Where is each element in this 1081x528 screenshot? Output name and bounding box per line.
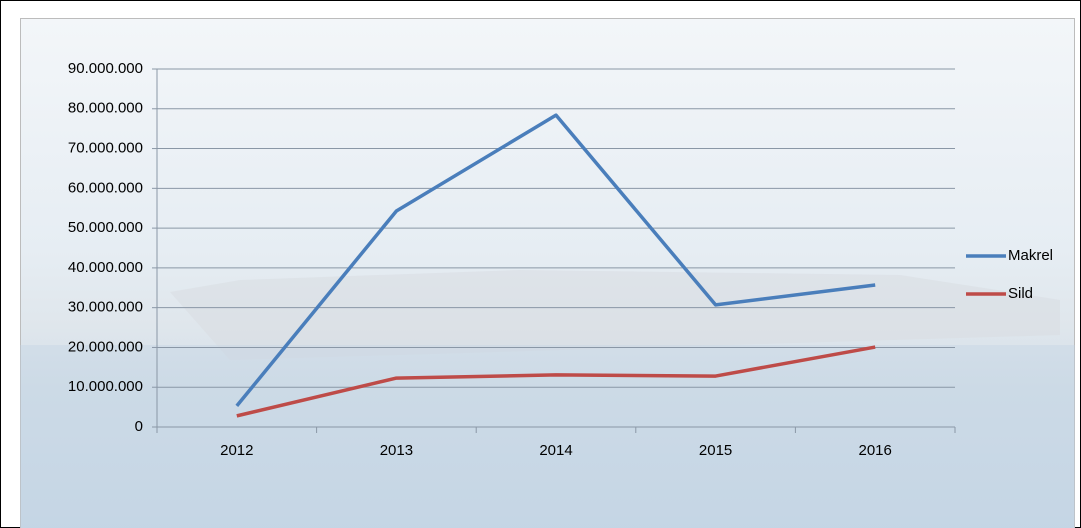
y-tick-label: 80.000.000 [68,100,143,117]
x-tick-label: 2014 [539,442,572,459]
legend-label: Sild [1008,285,1033,302]
y-tick-label: 90.000.000 [68,60,143,77]
y-tick-label: 20.000.000 [68,338,143,355]
x-tick-label: 2013 [380,442,413,459]
y-tick-label: 70.000.000 [68,140,143,157]
y-tick-label: 40.000.000 [68,259,143,276]
y-tick-label: 30.000.000 [68,299,143,316]
chart: 0 10.000.000 20.000.000 30.000.000 40.000.00… [0,0,1081,528]
page: 0 10.000.000 20.000.000 30.000.000 40.000.00… [0,0,1081,528]
y-tick-label: 50.000.000 [68,219,143,236]
x-tick-label: 2012 [220,442,253,459]
y-tick-label: 10.000.000 [68,378,143,395]
x-tick-label: 2016 [859,442,892,459]
y-tick-label: 60.000.000 [68,179,143,196]
background-sea [20,345,1075,528]
x-tick-label: 2015 [699,442,732,459]
y-tick-label: 0 [135,418,143,435]
legend-label: Makrel [1008,247,1053,264]
